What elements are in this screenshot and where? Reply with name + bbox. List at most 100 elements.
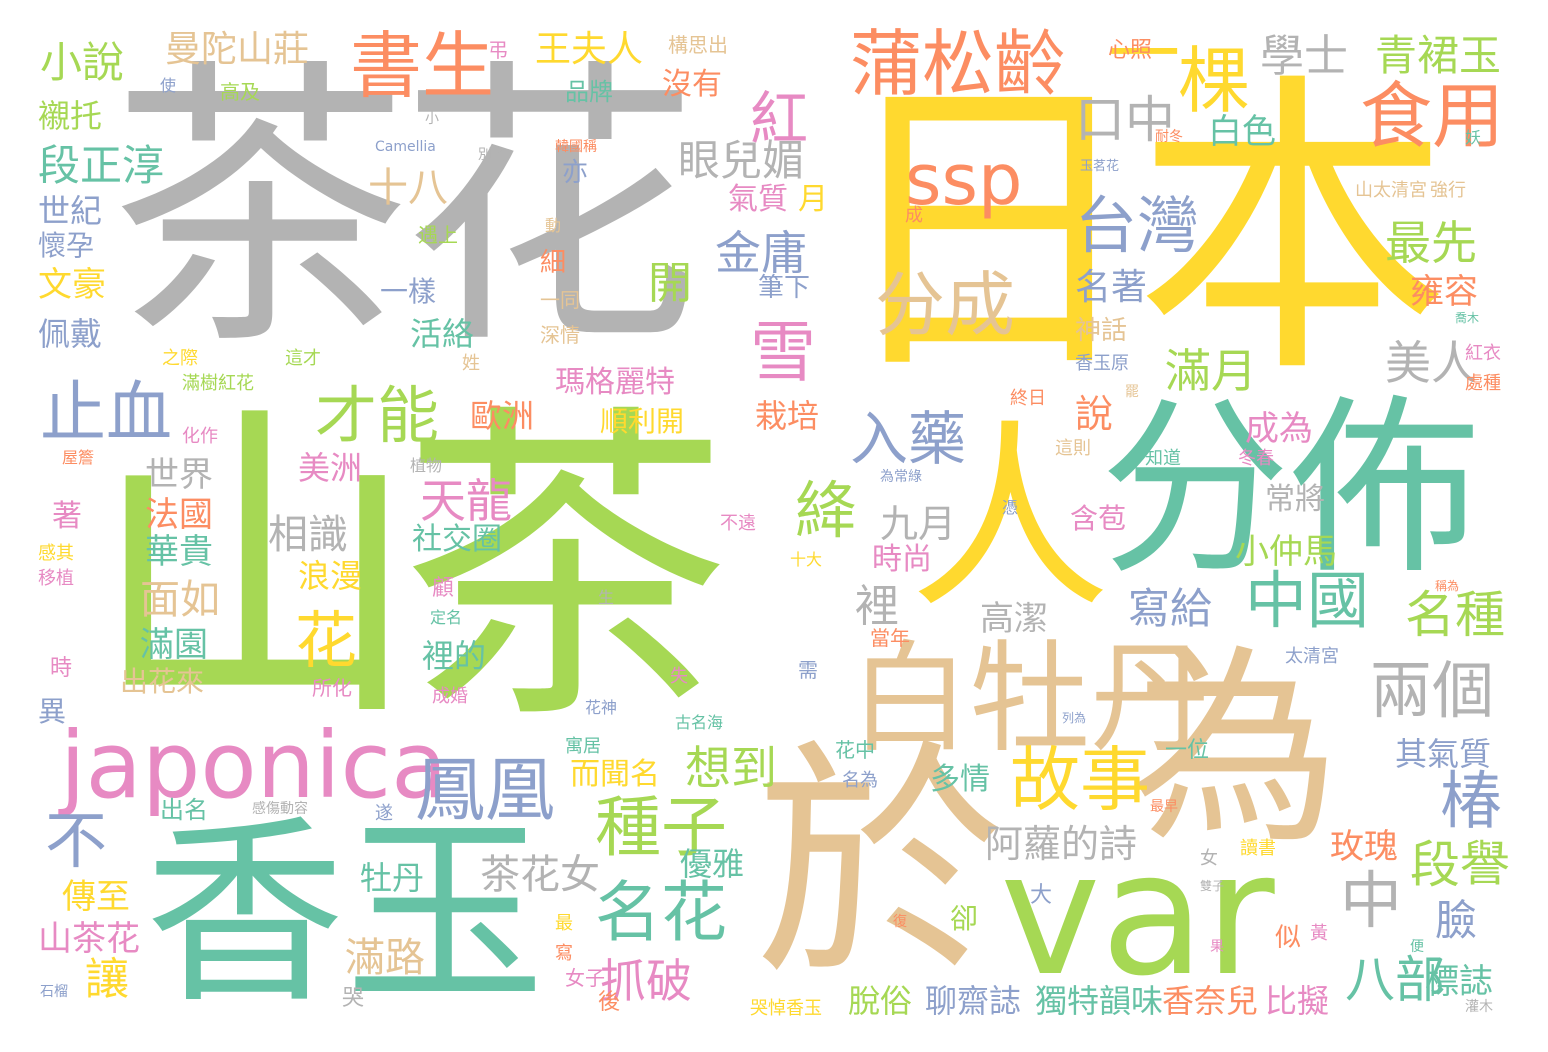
word-manyue: 滿月 [1165, 344, 1257, 398]
word-shiyong: 食用 [1360, 74, 1505, 158]
word-zuixian: 最先 [1385, 216, 1477, 270]
word-qizhi: 氣質 [728, 182, 788, 217]
word-jiang: 絳 [795, 474, 858, 547]
word-ganqi: 感其 [38, 543, 74, 564]
word-xiangyu: 香玉 [145, 798, 546, 1031]
word-fencheng: 分成 [875, 264, 1015, 346]
word-taiqinggong: 太清宮 [1285, 646, 1339, 667]
word-pinpai: 品牌 [565, 78, 613, 106]
word-yushang: 遇上 [418, 223, 458, 247]
word-diao: 弔 [488, 38, 508, 62]
word-liewei: 列為 [1062, 711, 1087, 725]
word-chahuanu: 茶花女 [480, 852, 600, 898]
word-guanmu: 灌木 [1465, 999, 1493, 1015]
word-xing: 姓 [462, 353, 480, 374]
word-wei: 為 [1130, 627, 1341, 872]
word-wenhao: 文豪 [38, 265, 106, 305]
word-huashen: 花神 [585, 698, 618, 717]
word-dushu: 讀書 [1240, 838, 1276, 859]
word-yitong: 一同 [540, 288, 580, 312]
word-liaozhaizhi: 聊齋誌 [925, 982, 1022, 1020]
word-shantaiqinggong: 山太清宮 [1355, 180, 1427, 201]
word-duoqing: 多情 [930, 762, 990, 797]
word-shishang: 時尚 [872, 542, 932, 577]
word-rang: 讓 [85, 954, 129, 1005]
word-wuyan: 屋簷 [62, 448, 95, 467]
word-shiba: 十八 [368, 165, 448, 211]
word-kouzhong: 口中 [1075, 91, 1175, 149]
word-shenqing: 深情 [540, 323, 580, 347]
word-gumingbai: 古名海 [675, 713, 724, 732]
word-shejiaoquan: 社交圈 [412, 522, 502, 557]
word-shi: 時 [50, 656, 73, 681]
word-meiren: 美人 [1385, 336, 1477, 390]
word-ruyao: 入藥 [850, 405, 967, 473]
word-sheng: 生 [598, 588, 615, 607]
word-xueshi: 學士 [1260, 31, 1348, 82]
word-magelite: 瑪格麗特 [555, 365, 675, 400]
word-ouzhou: 歐洲 [470, 397, 535, 435]
word-liangge: 兩個 [1370, 654, 1495, 727]
word-zaipei: 栽培 [755, 397, 820, 435]
word-aluodeshi: 阿蘿的詩 [985, 822, 1138, 866]
word-yongrong: 雍容 [1410, 272, 1478, 312]
word-gousichu: 構思出 [668, 33, 728, 57]
word-huazhong: 花中 [835, 738, 875, 762]
word-zhongzi: 種子 [595, 789, 727, 866]
word-biaozhi: 標誌 [1425, 962, 1493, 1002]
word-bian: 便 [1410, 939, 1424, 955]
word-yiwei: 一位 [1165, 738, 1210, 763]
word-tuosu: 脫俗 [848, 982, 913, 1020]
word-dutetaoyunwei: 獨特韻味 [1035, 982, 1164, 1020]
word-yiyang: 一樣 [380, 275, 437, 308]
word-chun: 椿 [1440, 764, 1503, 837]
word-chuhualai: 出花來 [120, 665, 205, 698]
word-bixia: 筆下 [758, 273, 811, 303]
word-langman: 浪漫 [298, 557, 363, 595]
word-zheze: 這則 [1055, 438, 1091, 459]
word-zhe: 著 [52, 499, 82, 534]
word-mingzhu: 名著 [1075, 267, 1148, 308]
word-huoluo: 活絡 [410, 315, 475, 353]
word-chahua: 茶花 [110, 35, 700, 384]
word-xiaoshuo: 小說 [40, 38, 125, 87]
word-minghua: 名花 [595, 874, 727, 951]
word-hou: 後 [598, 990, 621, 1015]
word-youya: 優雅 [680, 845, 745, 883]
word-xi: 細 [540, 248, 567, 278]
word-ping: 憑 [1002, 498, 1019, 517]
word-xiao: 小 [425, 111, 439, 127]
word-yi2: 亦 [562, 158, 589, 188]
word-ren: 人 [910, 403, 1111, 636]
word-shida: 十大 [790, 550, 823, 569]
word-yi3: 異 [38, 695, 67, 728]
word-duanzhengchun: 段正淳 [38, 141, 165, 190]
word-fu: 復 [893, 914, 907, 930]
word-yi: 一 [1108, 12, 1181, 96]
word-dangnian: 當年 [870, 626, 910, 650]
word-xiangshi: 相識 [268, 512, 348, 558]
word-qingqunyu: 青裙玉 [1375, 31, 1502, 80]
word-zhixue: 止血 [40, 374, 172, 451]
word-hanguocheng: 韓國稱 [555, 139, 597, 155]
word-shenhua: 神話 [1075, 316, 1128, 346]
word-shiliu: 石榴 [40, 984, 68, 1000]
word-hong: 紅 [750, 85, 809, 153]
word-shi3: 失 [670, 666, 688, 687]
word-tianlong: 天龍 [420, 474, 512, 528]
word-yue: 月 [798, 182, 828, 217]
word-suohua: 所化 [312, 676, 352, 700]
word-kai: 開 [648, 258, 692, 309]
word-shi4: 使 [1412, 940, 1413, 941]
word-chentuo: 襯托 [38, 97, 103, 135]
word-dingming: 定名 [430, 608, 463, 627]
word-naidong: 耐冬 [1155, 129, 1183, 145]
word-baimudan: 白牡丹 [850, 630, 1210, 769]
word-dong: 動 [545, 216, 562, 235]
word-nv: 女 [1200, 848, 1218, 869]
word-biyi: 比擬 [1265, 982, 1330, 1020]
word-zhongri: 終日 [1010, 388, 1046, 409]
word-qiaomu: 喬木 [1455, 311, 1480, 325]
word-changjiang: 常將 [1265, 482, 1325, 517]
